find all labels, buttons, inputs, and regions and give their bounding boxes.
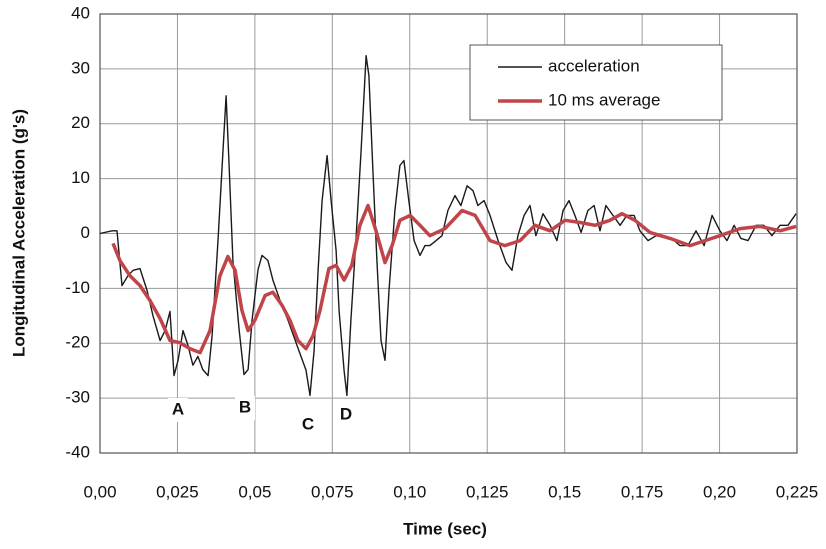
y-tick-label: -20	[65, 333, 90, 352]
x-tick-label: 0,075	[311, 482, 354, 501]
x-tick-label: 0,175	[621, 482, 664, 501]
y-tick-label: 20	[71, 113, 90, 132]
annotation-bg	[336, 403, 356, 427]
y-tick-label: -30	[65, 388, 90, 407]
x-tick-label: 0,10	[393, 482, 426, 501]
y-tick-label: -10	[65, 278, 90, 297]
x-tick-label: 0,025	[156, 482, 199, 501]
x-tick-label: 0,125	[466, 482, 509, 501]
x-tick-label: 0,15	[548, 482, 581, 501]
y-tick-label: 0	[81, 223, 90, 242]
x-tick-label: 0,05	[238, 482, 271, 501]
annotation: C	[302, 414, 314, 433]
x-tick-label: 0,225	[776, 482, 819, 501]
annotation: D	[340, 404, 352, 423]
x-tick-label: 0,00	[83, 482, 116, 501]
x-tick-label: 0,20	[703, 482, 736, 501]
legend-box	[469, 44, 723, 121]
legend-label: 10 ms average	[548, 90, 660, 109]
annotation-bg	[298, 413, 318, 437]
y-tick-label: -40	[65, 442, 90, 461]
series-line	[99, 55, 797, 397]
y-tick-label: 30	[71, 58, 90, 77]
annotation-bg	[168, 398, 188, 422]
x-axis-label: Time (sec)	[403, 519, 487, 538]
y-axis-label: Longitudinal Acceleration (g's)	[9, 109, 28, 357]
y-tick-label: 40	[71, 3, 90, 22]
legend-label: acceleration	[548, 56, 640, 75]
y-tick-label: 10	[71, 168, 90, 187]
series-line	[111, 203, 797, 355]
annotation: A	[172, 399, 184, 418]
annotation: B	[239, 397, 251, 416]
annotation-bg	[235, 396, 255, 420]
